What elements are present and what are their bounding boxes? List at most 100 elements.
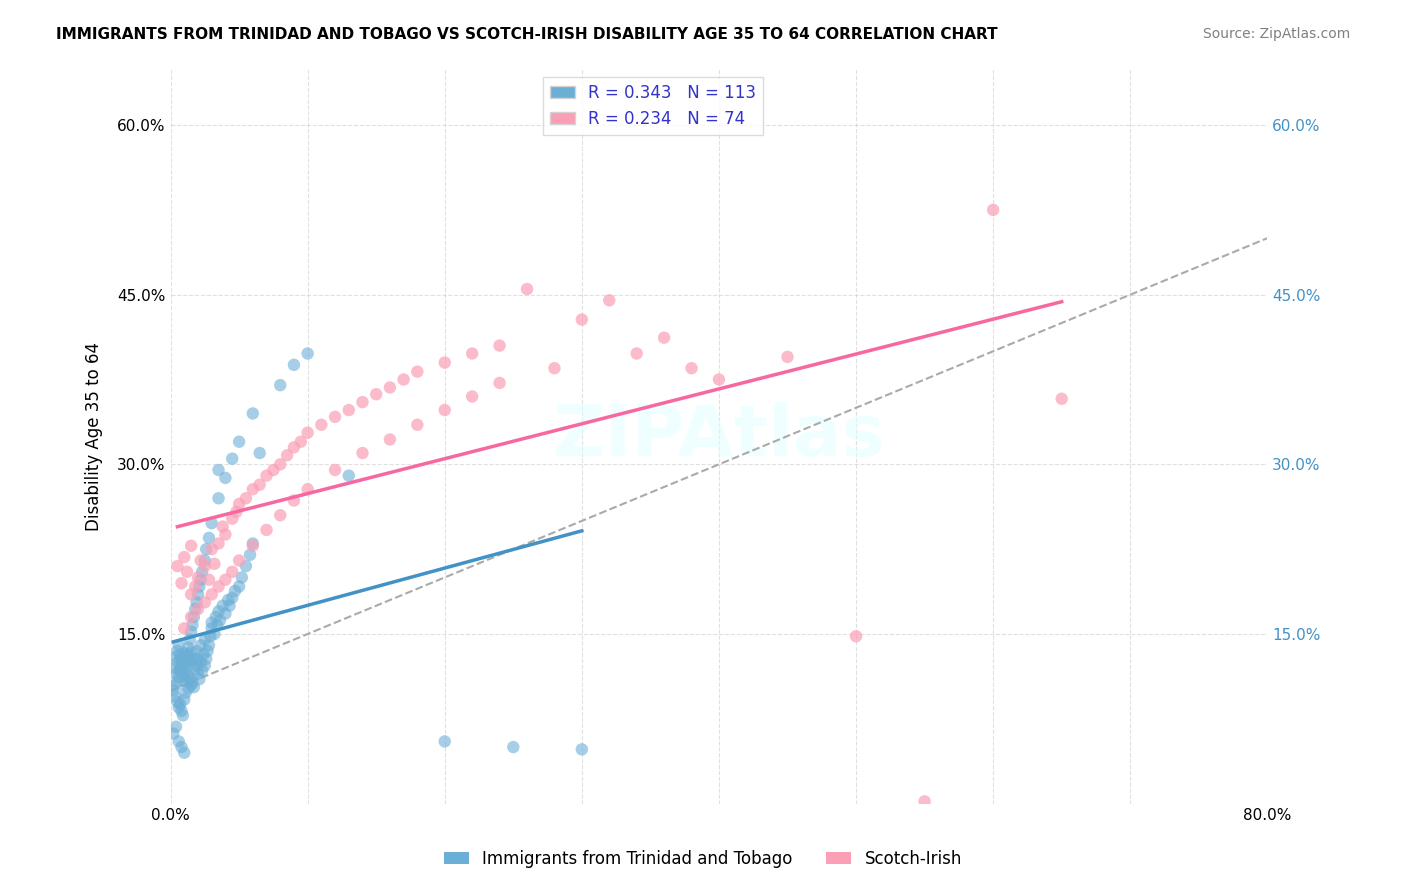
Point <box>269 378 291 392</box>
Point <box>166 644 188 658</box>
Point <box>170 740 193 755</box>
Point <box>352 395 374 409</box>
Point <box>167 700 190 714</box>
Point <box>366 387 388 401</box>
Point <box>201 615 224 630</box>
Point <box>191 565 214 579</box>
Point <box>187 652 209 666</box>
Point <box>218 599 240 613</box>
Point <box>461 346 484 360</box>
Point <box>981 202 1004 217</box>
Point <box>187 602 209 616</box>
Point <box>197 644 219 658</box>
Point <box>543 361 565 376</box>
Point <box>194 632 217 647</box>
Point <box>378 380 401 394</box>
Point <box>177 681 200 696</box>
Point <box>173 657 195 671</box>
Point <box>194 559 217 574</box>
Point <box>242 536 264 550</box>
Point <box>172 708 194 723</box>
Point <box>169 652 191 666</box>
Point <box>170 576 193 591</box>
Point <box>207 536 229 550</box>
Point <box>337 468 360 483</box>
Point <box>183 680 205 694</box>
Point <box>249 446 271 460</box>
Point <box>198 638 221 652</box>
Point <box>165 720 187 734</box>
Point <box>776 350 799 364</box>
Point <box>174 654 197 668</box>
Point <box>172 650 194 665</box>
Point <box>167 734 190 748</box>
Point <box>177 669 200 683</box>
Point <box>177 649 200 664</box>
Point <box>433 734 456 748</box>
Point <box>191 663 214 677</box>
Point <box>311 417 333 432</box>
Point <box>378 433 401 447</box>
Point <box>207 491 229 506</box>
Point <box>163 661 186 675</box>
Point <box>598 293 620 308</box>
Point <box>188 579 211 593</box>
Point <box>201 542 224 557</box>
Point <box>174 665 197 680</box>
Point <box>179 653 201 667</box>
Point <box>433 355 456 369</box>
Point <box>204 627 226 641</box>
Point <box>211 519 233 533</box>
Point <box>162 683 184 698</box>
Point <box>214 471 236 485</box>
Point <box>235 559 257 574</box>
Point <box>231 570 253 584</box>
Point <box>242 539 264 553</box>
Point <box>169 663 191 677</box>
Point <box>169 663 191 677</box>
Point <box>707 372 730 386</box>
Point <box>200 629 222 643</box>
Point <box>224 584 246 599</box>
Point <box>195 542 218 557</box>
Point <box>201 516 224 530</box>
Point <box>186 644 208 658</box>
Point <box>262 463 284 477</box>
Point <box>283 358 305 372</box>
Text: IMMIGRANTS FROM TRINIDAD AND TOBAGO VS SCOTCH-IRISH DISABILITY AGE 35 TO 64 CORR: IMMIGRANTS FROM TRINIDAD AND TOBAGO VS S… <box>56 27 998 42</box>
Point <box>571 312 593 326</box>
Point <box>392 372 415 386</box>
Point <box>221 511 243 525</box>
Point <box>323 463 346 477</box>
Point <box>207 463 229 477</box>
Point <box>221 591 243 605</box>
Point <box>172 662 194 676</box>
Point <box>190 638 212 652</box>
Point <box>242 482 264 496</box>
Point <box>190 573 212 587</box>
Point <box>194 595 217 609</box>
Point <box>180 645 202 659</box>
Point <box>205 618 228 632</box>
Point <box>180 610 202 624</box>
Point <box>169 648 191 662</box>
Point <box>165 649 187 664</box>
Point <box>166 674 188 689</box>
Point <box>337 403 360 417</box>
Point <box>180 678 202 692</box>
Point <box>235 491 257 506</box>
Point <box>179 632 201 647</box>
Point <box>571 742 593 756</box>
Point <box>170 704 193 718</box>
Point <box>180 624 202 639</box>
Point <box>433 403 456 417</box>
Point <box>162 726 184 740</box>
Point <box>194 553 217 567</box>
Point <box>652 331 675 345</box>
Point <box>198 573 221 587</box>
Point <box>488 376 510 390</box>
Point <box>208 614 231 628</box>
Point <box>187 666 209 681</box>
Point <box>198 531 221 545</box>
Point <box>225 505 247 519</box>
